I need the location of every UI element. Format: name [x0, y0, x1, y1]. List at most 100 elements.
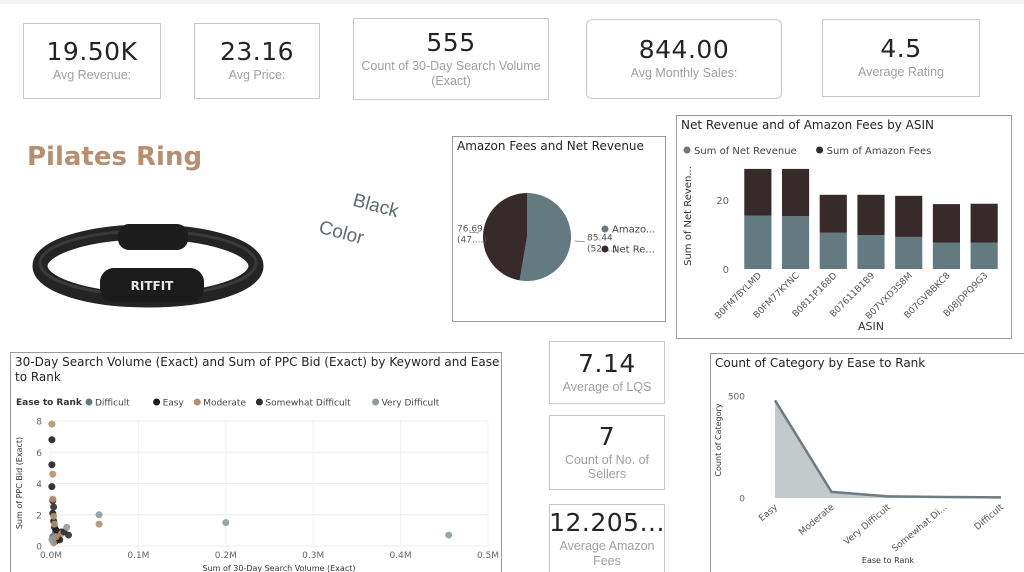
color-label: Color — [316, 217, 366, 250]
legend-marker — [683, 146, 691, 154]
scatter-point — [48, 436, 56, 444]
product-brand: RITFIT — [131, 279, 175, 293]
area-line — [773, 399, 1002, 499]
kpi-label: Avg Revenue: — [52, 68, 132, 83]
x-axis-label: Ease to Rank — [862, 556, 915, 565]
legend-label: Moderate — [203, 399, 246, 409]
legend-label: Amazo... — [612, 225, 655, 236]
legend-label: Sum of Net Revenue — [694, 146, 797, 157]
top-divider — [0, 0, 1024, 4]
kpi-value: 844.00 — [638, 35, 730, 65]
legend-marker — [85, 398, 93, 406]
scatter-point — [64, 531, 72, 539]
scatter-point — [48, 420, 56, 428]
product-title: Pilates Ring — [27, 142, 203, 172]
scatter-point — [95, 511, 103, 519]
bar-chart-panel: Net Revenue and of Amazon Fees by ASIN S… — [676, 115, 1012, 339]
bar-segment — [781, 216, 810, 269]
bar-segment — [895, 195, 923, 237]
bar-segment — [932, 242, 961, 269]
legend-marker — [372, 398, 380, 406]
color-value: Black — [350, 190, 401, 223]
kpi-average-lqs: 7.14 Average of LQS — [549, 341, 665, 404]
legend-label: Very Difficult — [382, 399, 440, 409]
kpi-label: Average of LQS — [562, 379, 652, 394]
kpi-value: 12.205... — [549, 508, 665, 537]
scatter-point — [95, 520, 103, 528]
chart-title: 30-Day Search Volume (Exact) and Sum of … — [15, 355, 500, 384]
scatter-point — [49, 495, 57, 503]
x-tick-label: Somewhat Di... — [891, 503, 950, 555]
legend-marker — [601, 225, 609, 233]
scatter-point — [48, 461, 56, 469]
pie-data-label: 85.44 — [587, 234, 613, 244]
x-tick-label: Difficult — [973, 502, 1006, 532]
bar-segment — [970, 203, 998, 243]
legend-label: Net Re... — [612, 245, 655, 256]
pie-slice — [519, 193, 571, 281]
kpi-avg-monthly-sales: 844.00 Avg Monthly Sales: — [586, 19, 782, 99]
scatter-point — [63, 523, 71, 531]
kpi-label: Avg Monthly Sales: — [630, 66, 738, 81]
legend-label: Somewhat Difficult — [265, 399, 351, 409]
y-tick-label: 0 — [723, 265, 729, 276]
x-axis-label: Sum of 30-Day Search Volume (Exact) — [203, 564, 356, 572]
y-tick-label: 20 — [716, 196, 729, 207]
scatter-point — [50, 512, 58, 520]
legend-label: Difficult — [95, 399, 130, 409]
x-tick-label: 0.5M — [477, 551, 499, 561]
pie-chart: 85.44(52....)76.69(47....)Amazo...Net Re… — [457, 193, 655, 281]
y-axis-label: Count of Category — [714, 403, 723, 476]
kpi-value: 19.50K — [46, 37, 138, 67]
area-fill — [775, 400, 1001, 498]
y-tick-label: 500 — [728, 393, 745, 403]
scatter-chart-panel: 30-Day Search Volume (Exact) and Sum of … — [10, 352, 502, 572]
scatter-point — [48, 536, 56, 544]
y-tick-label: 2 — [36, 511, 42, 521]
kpi-avg-revenue: 19.50K Avg Revenue: — [23, 23, 161, 99]
pie-chart-panel: Amazon Fees and Net Revenue 85.44(52....… — [452, 136, 666, 322]
kpi-value: 7 — [598, 421, 616, 451]
kpi-value: 4.5 — [880, 34, 922, 64]
bar-segment — [970, 242, 998, 269]
kpi-value: 555 — [426, 28, 476, 57]
x-tick-label: 0.4M — [390, 551, 412, 561]
legend-marker — [153, 398, 161, 406]
legend-marker — [816, 146, 824, 154]
kpi-value: 23.16 — [219, 37, 295, 67]
bar-segment — [857, 194, 885, 236]
y-tick-label: 4 — [36, 480, 42, 490]
bar-segment — [819, 194, 847, 233]
y-tick-label: 0 — [36, 543, 42, 553]
bar-segment — [744, 215, 772, 269]
kpi-avg-amazon-fees: 12.205... Average Amazon Fees — [549, 504, 665, 572]
y-tick-label: 6 — [36, 449, 42, 459]
legend-marker — [255, 398, 263, 406]
legend-label: Easy — [163, 399, 185, 409]
y-axis-label: Sum of PPC Bid (Exact) — [15, 437, 24, 529]
kpi-no-of-sellers: 7 Count of No. of Sellers — [549, 415, 665, 490]
chart-title: Count of Category by Ease to Rank — [715, 356, 926, 370]
scatter-chart: Ease to Rank Difficult Easy Moderate Somewha… — [15, 398, 499, 572]
x-tick-label: Moderate — [797, 502, 837, 537]
kpi-search-volume: 555 Count of 30-Day Search Volume (Exact… — [353, 18, 549, 100]
kpi-label: Average Amazon Fees — [559, 539, 655, 568]
chart-title: Net Revenue and of Amazon Fees by ASIN — [681, 118, 934, 132]
pie-data-label: 76.69 — [457, 224, 483, 234]
bar-chart: Sum of Net Revenue Sum of Amazon Fees020B… — [683, 146, 998, 333]
kpi-label: Avg Price: — [228, 68, 286, 83]
bar-segment — [857, 235, 885, 269]
legend-label: Sum of Amazon Fees — [827, 146, 932, 157]
x-tick-label: 0.1M — [127, 551, 149, 561]
legend-title: Ease to Rank — [16, 398, 83, 408]
legend-marker — [601, 245, 609, 253]
pie-data-label-pct: (47....) — [457, 235, 487, 245]
kpi-label: Average Rating — [858, 65, 944, 80]
y-axis-label: Sum of Net Reven... — [683, 166, 694, 266]
bar-segment — [895, 236, 923, 269]
scatter-point — [445, 531, 453, 539]
pie-slice — [483, 193, 527, 281]
bar-segment — [819, 232, 847, 269]
scatter-point — [48, 483, 56, 491]
